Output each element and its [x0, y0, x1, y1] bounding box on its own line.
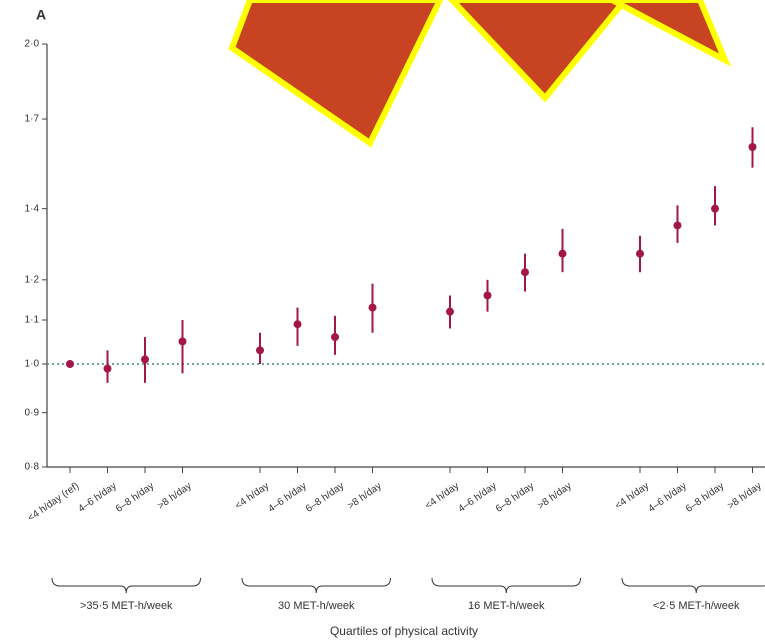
- group-bracket: [52, 578, 201, 593]
- group-label: >35·5 MET-h/week: [80, 600, 173, 612]
- point: [369, 304, 377, 312]
- x-tick-label: >8 h/day: [156, 481, 194, 512]
- point: [179, 337, 187, 345]
- group-label: <2·5 MET-h/week: [653, 600, 740, 612]
- x-tick-label: 4–6 h/day: [646, 481, 688, 515]
- point: [294, 320, 302, 328]
- point: [559, 250, 567, 258]
- x-tick-label: >8 h/day: [346, 481, 384, 512]
- x-tick-label: 4–6 h/day: [456, 481, 498, 515]
- x-tick-label: 4–6 h/day: [76, 481, 118, 515]
- y-tick-label: 1·4: [25, 203, 40, 214]
- point: [104, 365, 112, 373]
- x-tick-label: <4 h/day (ref): [26, 481, 81, 524]
- x-tick-label: >8 h/day: [726, 481, 764, 512]
- point: [66, 360, 74, 368]
- point: [446, 308, 454, 316]
- group-label: 30 MET-h/week: [278, 600, 355, 612]
- x-tick-label: <4 h/day: [423, 481, 461, 512]
- group-bracket: [242, 578, 391, 593]
- y-tick-label: 1·0: [25, 359, 40, 370]
- star-shape: [232, 0, 440, 143]
- point: [256, 346, 264, 354]
- x-tick-label: 6–8 h/day: [684, 481, 726, 515]
- x-tick-label: 6–8 h/day: [304, 481, 346, 515]
- x-tick-label: 6–8 h/day: [114, 481, 156, 515]
- star-shape: [452, 0, 625, 98]
- point: [141, 355, 149, 363]
- y-tick-label: 1·1: [25, 315, 40, 326]
- point: [674, 221, 682, 229]
- point: [636, 250, 644, 258]
- x-tick-label: >8 h/day: [536, 481, 574, 512]
- y-tick-label: 1·7: [25, 114, 40, 125]
- group-bracket: [432, 578, 581, 593]
- y-tick-label: 2·0: [25, 39, 40, 50]
- plot-area: 0·8 0·9 1·0 1·1 1·2 1·4 1·7 2·0 >35·5 MET-h/week…: [25, 39, 765, 612]
- point: [521, 268, 529, 276]
- point: [484, 291, 492, 299]
- star-shape: [612, 0, 725, 60]
- x-tick-label: <4 h/day: [233, 481, 271, 512]
- x-tick-label: 4–6 h/day: [266, 481, 308, 515]
- chart: A Quartiles of physical activity 0·8 0·9 1…: [0, 0, 765, 643]
- y-tick-label: 0·9: [25, 407, 40, 418]
- x-tick-label: <4 h/day: [613, 481, 651, 512]
- x-tick-label: 6–8 h/day: [494, 481, 536, 515]
- point: [749, 143, 757, 151]
- x-axis-label: Quartiles of physical activity: [330, 624, 478, 638]
- group-bracket: [622, 578, 765, 593]
- point: [711, 205, 719, 213]
- panel-label: A: [36, 7, 46, 23]
- y-tick-label: 0·8: [25, 462, 40, 473]
- decorations: [232, 0, 725, 143]
- point: [331, 333, 339, 341]
- y-tick-label: 1·2: [25, 274, 40, 285]
- group-label: 16 MET-h/week: [468, 600, 545, 612]
